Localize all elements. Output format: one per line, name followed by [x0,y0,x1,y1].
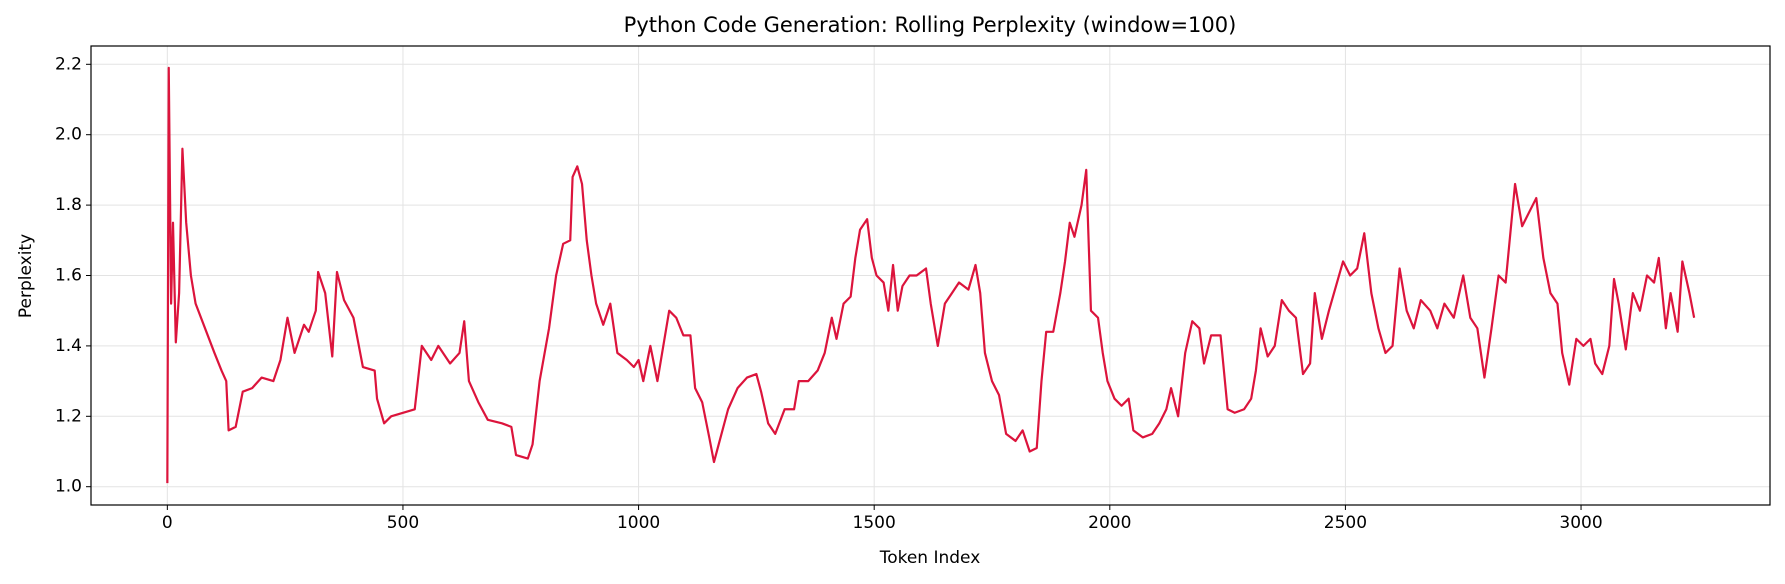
y-tick-label: 2.0 [55,125,82,145]
x-tick-label: 500 [387,513,419,533]
plot-frame [90,45,1771,506]
x-tick-label: 0 [162,513,173,533]
y-tick-label: 1.8 [55,195,82,215]
y-tick-label: 1.0 [55,477,82,497]
x-tick-label: 2500 [1324,513,1367,533]
x-tick-label: 1500 [853,513,896,533]
y-tick-label: 1.6 [55,266,82,286]
y-axis-label: Perplexity [16,234,36,318]
x-tick-label: 1000 [617,513,660,533]
y-tick-label: 1.4 [55,336,82,356]
x-tick-label: 3000 [1559,513,1602,533]
y-tick-label: 2.2 [55,54,82,74]
x-tick-label: 2000 [1088,513,1131,533]
chart-title: Python Code Generation: Rolling Perplexi… [624,13,1237,37]
y-tick-label: 1.2 [55,406,82,426]
data-line [166,66,1696,484]
x-axis-label: Token Index [879,548,981,568]
